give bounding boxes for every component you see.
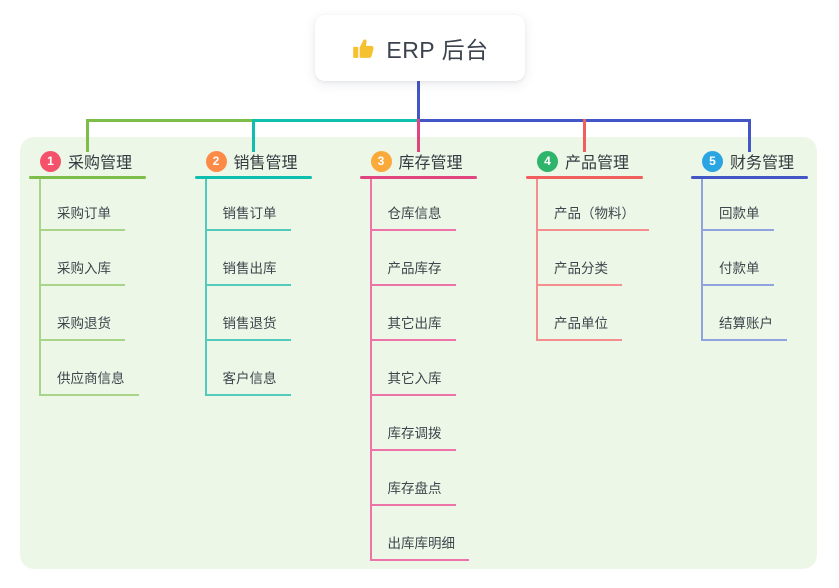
branches-panel — [20, 137, 817, 569]
child-node[interactable]: 产品分类 — [536, 259, 622, 286]
branch-node-3[interactable]: 3 库存管理 — [370, 149, 463, 173]
root-node-label: ERP 后台 — [386, 37, 489, 63]
branch-drop-line — [416, 118, 420, 152]
child-node[interactable]: 客户信息 — [204, 369, 291, 396]
branch-node-5[interactable]: 5 财务管理 — [702, 149, 794, 173]
branch-underline — [194, 175, 312, 179]
branch-drop-line — [251, 118, 255, 152]
child-node[interactable]: 库存调拨 — [369, 424, 456, 451]
branch-underline — [359, 175, 477, 179]
child-node[interactable]: 回款单 — [701, 204, 774, 231]
children-connector-line — [369, 177, 372, 561]
child-node[interactable]: 出库库明细 — [369, 534, 469, 561]
child-node[interactable]: 销售退货 — [204, 314, 291, 341]
rail-segment-center — [251, 118, 420, 122]
child-node[interactable]: 销售出库 — [204, 259, 291, 286]
child-node[interactable]: 结算账户 — [701, 314, 787, 341]
branch-number-badge: 5 — [702, 150, 723, 172]
child-node[interactable]: 采购订单 — [39, 204, 125, 231]
children-connector-line — [536, 177, 538, 341]
child-node[interactable]: 销售订单 — [204, 204, 291, 231]
branch-underline — [29, 175, 146, 179]
branch-label: 财务管理 — [730, 155, 795, 172]
branch-node-1[interactable]: 1 采购管理 — [40, 149, 132, 173]
branch-node-4[interactable]: 4 产品管理 — [537, 149, 629, 173]
children-connector-line — [701, 177, 703, 341]
branch-node-2[interactable]: 2 销售管理 — [205, 149, 298, 173]
branch-number-badge: 3 — [370, 150, 392, 172]
branch-label: 库存管理 — [398, 155, 463, 172]
child-node[interactable]: 付款单 — [701, 259, 774, 286]
child-node[interactable]: 库存盘点 — [369, 479, 456, 506]
child-node[interactable]: 产品单位 — [536, 314, 622, 341]
rail-segment-left — [86, 118, 254, 122]
branch-drop-line — [583, 118, 586, 152]
branch-label: 产品管理 — [565, 155, 630, 172]
child-node[interactable]: 其它出库 — [369, 314, 456, 341]
branch-underline — [691, 175, 808, 179]
branch-number-badge: 4 — [537, 150, 558, 172]
children-connector-line — [39, 177, 41, 396]
child-node[interactable]: 采购退货 — [39, 314, 125, 341]
child-node[interactable]: 其它入库 — [369, 369, 456, 396]
branch-drop-line — [748, 118, 751, 152]
branch-drop-line — [86, 118, 89, 152]
branch-number-badge: 2 — [205, 150, 227, 172]
trunk-line — [416, 81, 420, 121]
thumbs-up-icon — [351, 36, 376, 61]
branch-label: 销售管理 — [233, 155, 298, 172]
child-node[interactable]: 仓库信息 — [369, 204, 456, 231]
child-node[interactable]: 产品库存 — [369, 259, 456, 286]
branch-underline — [526, 175, 643, 179]
child-node[interactable]: 采购入库 — [39, 259, 125, 286]
children-connector-line — [204, 177, 207, 396]
branch-number-badge: 1 — [40, 150, 61, 172]
child-node[interactable]: 产品（物料） — [536, 204, 649, 231]
branch-label: 采购管理 — [68, 155, 133, 172]
child-node[interactable]: 供应商信息 — [39, 369, 139, 396]
root-node[interactable]: ERP 后台 — [315, 15, 525, 81]
